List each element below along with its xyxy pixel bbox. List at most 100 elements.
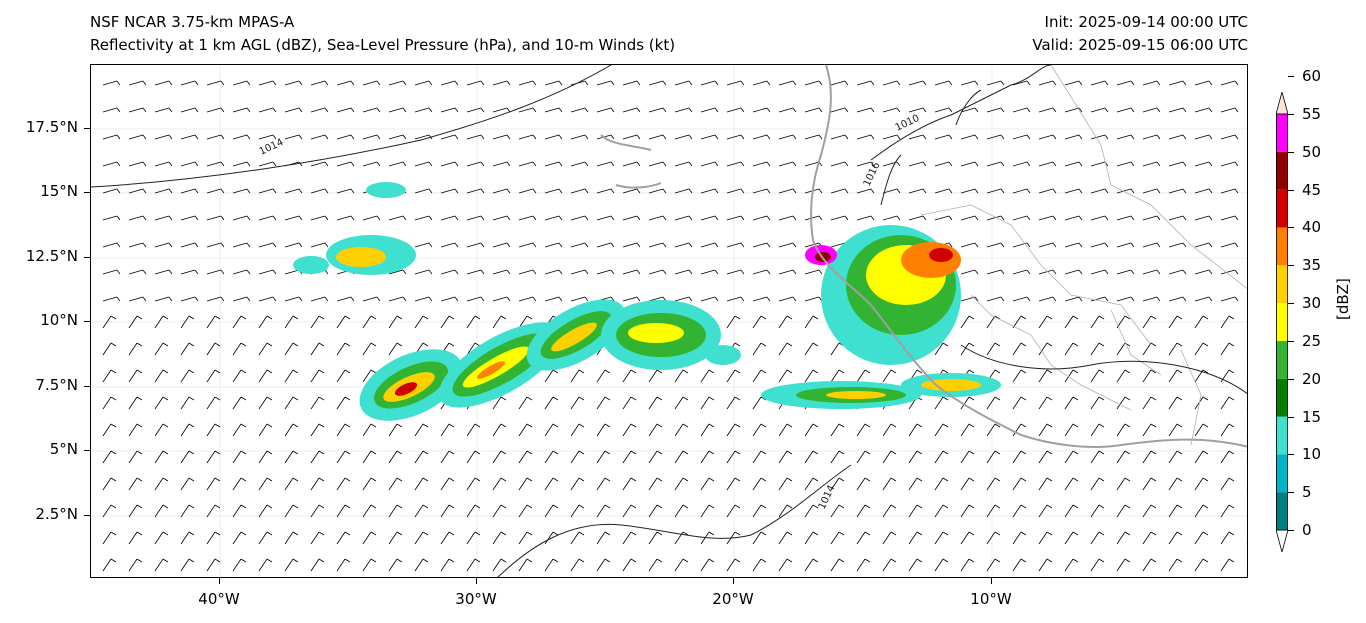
wind-barb <box>1038 477 1053 491</box>
wind-barb <box>622 396 637 410</box>
wind-barb <box>596 215 615 221</box>
wind-barb <box>544 80 563 86</box>
wind-barb <box>726 296 745 302</box>
wind-barb <box>102 242 121 248</box>
wind-barb <box>960 269 979 275</box>
wind-barb <box>1220 477 1235 491</box>
wind-barb <box>1064 558 1079 572</box>
wind-barb <box>258 215 277 221</box>
wind-barb <box>102 80 121 86</box>
wind-barb <box>310 107 329 113</box>
wind-barb <box>284 450 299 464</box>
wind-barb <box>388 215 407 221</box>
wind-barb <box>1168 369 1183 383</box>
wind-barb <box>1194 396 1209 410</box>
wind-barb <box>336 134 355 140</box>
wind-barb <box>570 269 589 275</box>
wind-barb <box>388 558 403 572</box>
wind-barb <box>310 477 325 491</box>
colorbar-tick <box>1288 227 1294 229</box>
wind-barb <box>1142 315 1157 329</box>
wind-barb <box>752 477 767 491</box>
wind-barb <box>1064 80 1083 86</box>
wind-barb <box>180 107 199 113</box>
wind-barb <box>882 215 901 221</box>
reflectivity-echoes <box>293 182 1001 421</box>
wind-barb <box>440 423 455 437</box>
wind-barb <box>310 423 325 437</box>
colorbar-cell <box>1276 189 1288 228</box>
wind-barb <box>778 504 793 518</box>
wind-barb <box>1090 215 1109 221</box>
wind-barb <box>700 134 719 140</box>
wind-barb <box>1220 369 1235 383</box>
wind-barb <box>362 558 377 572</box>
wind-barb <box>544 188 563 194</box>
wind-barb <box>1194 369 1209 383</box>
wind-barb <box>882 504 897 518</box>
wind-barb <box>700 423 715 437</box>
wind-barb <box>518 423 533 437</box>
wind-barb <box>336 504 351 518</box>
wind-barb <box>544 504 559 518</box>
colorbar-cell <box>1276 227 1288 266</box>
wind-barb <box>206 450 221 464</box>
colorbar <box>1276 92 1288 552</box>
wind-barb <box>1064 134 1083 140</box>
wind-barb <box>336 423 351 437</box>
wind-barb <box>1246 84 1247 85</box>
wind-barb <box>648 531 663 545</box>
wind-barb <box>804 342 819 356</box>
wind-barb <box>180 134 199 140</box>
wind-barb <box>128 369 143 383</box>
wind-barb <box>232 477 247 491</box>
wind-barb <box>492 315 507 329</box>
wind-barb <box>414 477 429 491</box>
wind-barb <box>908 134 927 140</box>
wind-barb <box>1168 188 1187 194</box>
wind-barb <box>492 558 507 572</box>
wind-barb <box>830 161 849 167</box>
wind-barb <box>1168 161 1187 167</box>
wind-barb <box>102 161 121 167</box>
wind-barb <box>128 134 147 140</box>
wind-barb <box>648 161 667 167</box>
wind-barb <box>960 477 975 491</box>
wind-barb <box>1142 134 1161 140</box>
wind-barb <box>284 315 299 329</box>
wind-barb <box>1142 188 1161 194</box>
wind-barb <box>986 477 1001 491</box>
wind-barb <box>726 107 745 113</box>
lat-tick <box>84 450 90 451</box>
lat-label-17-5: 17.5°N <box>25 118 78 136</box>
wind-barb <box>960 188 979 194</box>
wind-barb <box>388 477 403 491</box>
wind-barb <box>1246 300 1247 301</box>
wind-barb <box>1194 296 1213 302</box>
colorbar-level-label: 45 <box>1302 180 1322 199</box>
wind-barb <box>856 80 875 86</box>
wind-barb <box>102 107 121 113</box>
wind-barb <box>258 242 277 248</box>
wind-barb <box>778 558 793 572</box>
wind-barb <box>830 80 849 86</box>
country-borders <box>920 65 1247 446</box>
wind-barb <box>336 396 351 410</box>
wind-barb <box>206 423 221 437</box>
wind-barb <box>310 504 325 518</box>
wind-barb <box>1168 80 1187 86</box>
wind-barb <box>1220 269 1239 275</box>
wind-barb <box>336 450 351 464</box>
wind-barb <box>258 80 277 86</box>
wind-barb <box>310 558 325 572</box>
wind-barb <box>622 80 641 86</box>
wind-barb <box>856 188 875 194</box>
wind-barb <box>596 477 611 491</box>
wind-barb <box>596 450 611 464</box>
wind-barb <box>1064 504 1079 518</box>
wind-barb <box>414 504 429 518</box>
wind-barb <box>1194 504 1209 518</box>
wind-barb <box>960 134 979 140</box>
wind-barb <box>986 396 1001 410</box>
wind-barb <box>310 80 329 86</box>
